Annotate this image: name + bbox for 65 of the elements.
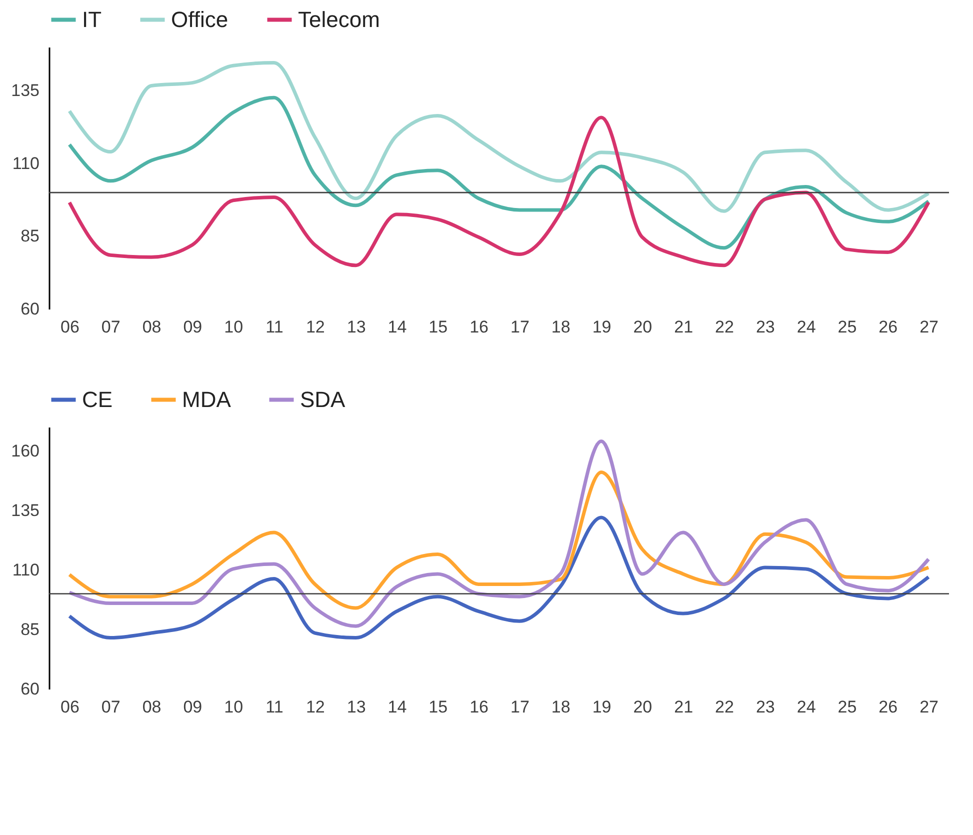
x-tick-label: 22 — [715, 698, 734, 716]
x-tick-label: 14 — [388, 318, 407, 336]
y-tick-label: 110 — [12, 560, 40, 580]
x-tick-label: 26 — [878, 698, 898, 716]
x-tick-label: 23 — [756, 318, 775, 336]
x-tick-label: 20 — [633, 318, 652, 336]
line-series — [68, 116, 930, 268]
legend-label: Telecom — [298, 6, 380, 32]
x-tick-label: 16 — [470, 698, 489, 716]
x-tick-label: 06 — [60, 318, 80, 336]
x-tick-label: 17 — [510, 318, 530, 336]
legend-label: SDA — [300, 386, 346, 412]
y-tick-label: 60 — [20, 300, 40, 318]
x-tick-label: 19 — [592, 698, 612, 716]
x-tick-label: 18 — [551, 318, 570, 336]
x-tick-label: 06 — [60, 698, 80, 716]
line-series — [68, 470, 930, 610]
x-tick-label: 12 — [306, 698, 325, 716]
x-tick-label: 16 — [470, 318, 489, 336]
x-tick-label: 24 — [796, 698, 816, 716]
x-tick-label: 08 — [142, 318, 162, 336]
y-tick-label: 135 — [11, 500, 40, 520]
y-tick-label: 135 — [11, 81, 40, 100]
x-tick-label: 09 — [183, 698, 202, 716]
x-tick-label: 07 — [101, 318, 120, 336]
y-tick-label: 85 — [20, 620, 40, 639]
y-tick-label: 160 — [11, 441, 40, 460]
x-tick-label: 21 — [674, 318, 694, 336]
x-tick-label: 17 — [510, 698, 530, 716]
x-tick-label: 26 — [878, 318, 898, 336]
x-tick-label: 12 — [306, 318, 325, 336]
x-tick-label: 11 — [266, 698, 284, 716]
y-tick-label: 60 — [20, 680, 40, 698]
x-tick-label: 11 — [266, 318, 284, 336]
x-tick-label: 10 — [224, 318, 244, 336]
x-tick-label: 27 — [920, 318, 939, 336]
x-tick-label: 14 — [388, 698, 407, 716]
x-tick-label: 10 — [224, 698, 244, 716]
x-tick-label: 27 — [920, 698, 939, 716]
line-series — [68, 516, 930, 640]
line-series — [68, 60, 930, 213]
legend-label: IT — [82, 6, 102, 32]
x-tick-label: 07 — [101, 698, 120, 716]
x-tick-label: 13 — [346, 698, 366, 716]
legend-label: MDA — [182, 386, 232, 412]
x-tick-label: 15 — [428, 698, 448, 716]
x-tick-label: 23 — [756, 698, 775, 716]
line-series — [68, 440, 930, 628]
x-tick-label: 22 — [715, 318, 734, 336]
x-tick-label: 13 — [346, 318, 366, 336]
x-tick-label: 19 — [592, 318, 612, 336]
x-tick-label: 20 — [633, 698, 652, 716]
y-tick-label: 85 — [20, 226, 40, 246]
x-tick-label: 08 — [142, 698, 162, 716]
x-tick-label: 25 — [838, 698, 857, 716]
x-tick-label: 15 — [428, 318, 448, 336]
x-tick-label: 21 — [674, 698, 694, 716]
legend-label: CE — [82, 386, 113, 412]
y-tick-label: 110 — [12, 154, 40, 173]
x-tick-label: 24 — [796, 318, 816, 336]
line-series — [68, 96, 930, 250]
x-tick-label: 09 — [183, 318, 202, 336]
x-tick-label: 18 — [551, 698, 570, 716]
x-tick-label: 25 — [838, 318, 857, 336]
legend-label: Office — [171, 6, 228, 32]
